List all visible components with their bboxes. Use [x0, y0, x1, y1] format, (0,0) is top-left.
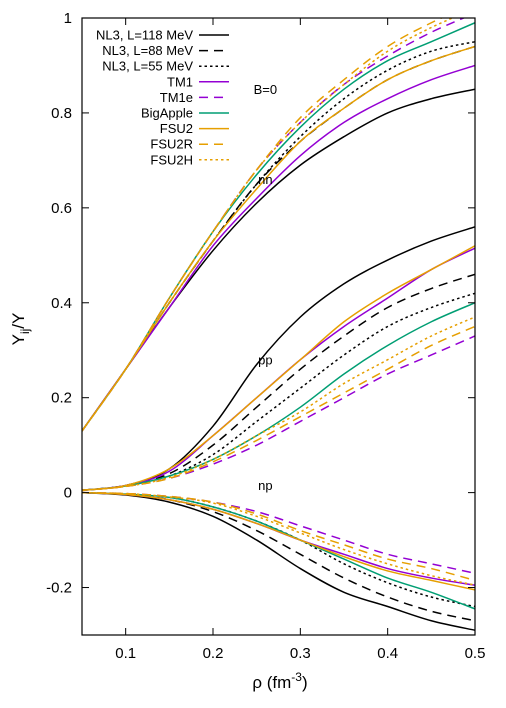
series-line-nn-6: [82, 45, 475, 432]
x-axis-label-superscript: -3: [291, 670, 302, 684]
x-tick-label: 0.5: [465, 645, 486, 662]
series-line-pp-7: [82, 325, 475, 491]
annotation-label: np: [258, 478, 272, 493]
x-tick-label: 0.4: [377, 645, 398, 662]
y-tick-label: 0.8: [51, 105, 72, 122]
series-line-np-7: [82, 491, 475, 582]
legend-label: TM1e: [160, 90, 193, 105]
y-tick-label: -0.2: [46, 580, 72, 597]
x-axis-label: ρ (fm-3): [252, 670, 307, 692]
annotation-label: B=0: [254, 82, 278, 97]
legend-label: FSU2: [160, 121, 193, 136]
x-tick-label: 0.3: [290, 645, 311, 662]
legend-label: FSU2R: [150, 137, 193, 152]
annotation-layer: B=0 nn pp np: [254, 82, 278, 493]
series-line-nn-2: [82, 40, 475, 432]
annotation-label: nn: [258, 172, 272, 187]
legend-label: TM1: [167, 74, 193, 89]
series-line-np-0: [82, 491, 475, 631]
plot-frame: [81, 17, 476, 636]
series-line-pp-5: [82, 302, 475, 491]
series-line-nn-7: [82, 18, 444, 432]
series-line-pp-8: [82, 316, 475, 491]
legend-label: BigApple: [141, 106, 193, 121]
series-line-nn-3: [82, 64, 475, 432]
y-tick-label: 0: [64, 485, 72, 502]
series-line-np-6: [82, 491, 475, 591]
y-tick-label: 0.4: [51, 295, 72, 312]
x-tick-label: 0.2: [203, 645, 224, 662]
legend-label: FSU2H: [150, 152, 193, 167]
y-axis-label-subscript: ij: [18, 329, 32, 334]
legend-label: NL3, L=88 MeV: [102, 43, 193, 58]
y-tick-label: 0.6: [51, 200, 72, 217]
legend-label: NL3, L=55 MeV: [102, 59, 193, 74]
y-tick-label: 1: [64, 10, 72, 27]
annotation-label: pp: [258, 352, 272, 367]
tick-layer: 0.1 0.2 0.3 0.4 0.5 -0.2 0 0.2 0.4 0.6 0.8 1: [46, 10, 485, 662]
y-tick-label: 0.2: [51, 390, 72, 407]
y-axis-label: Yij/Y: [9, 313, 32, 346]
legend-label: NL3, L=118 MeV: [96, 28, 193, 43]
series-line-pp-6: [82, 245, 475, 491]
x-tick-label: 0.1: [115, 645, 136, 662]
series-layer: [82, 18, 475, 631]
